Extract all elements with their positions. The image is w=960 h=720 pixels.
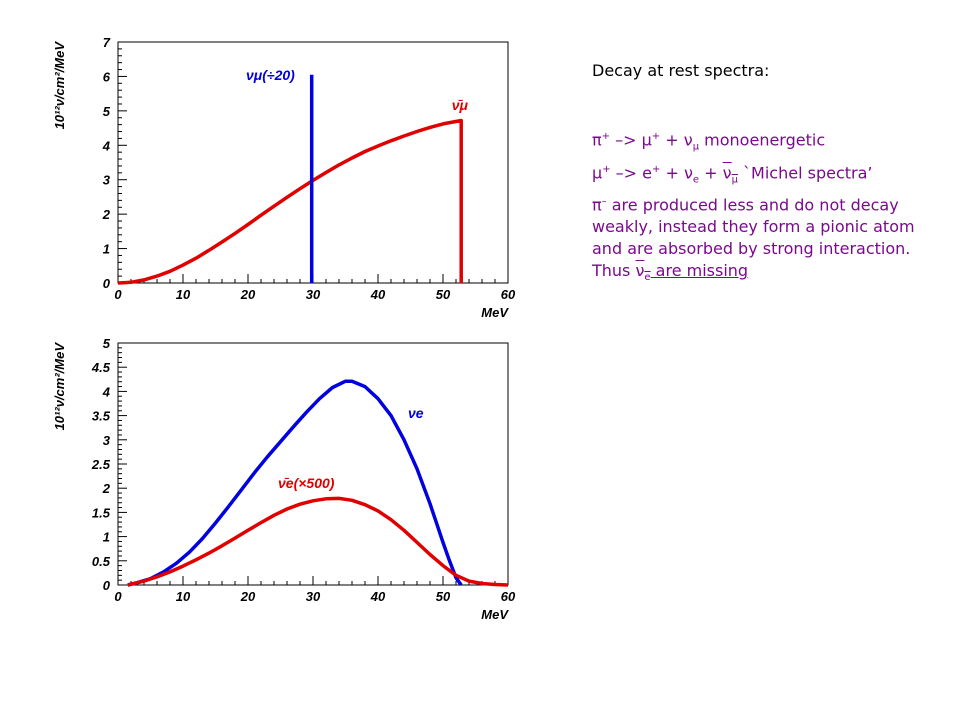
- pion-minus-text: are produced less and do not decay weakl…: [592, 195, 915, 259]
- muon-charge: +: [651, 131, 661, 142]
- x-tick-label: 50: [436, 287, 451, 302]
- pion-decay-line: π+ –> μ+ + νμ monoenergetic: [592, 126, 932, 159]
- y-tick-label: 0: [103, 276, 111, 291]
- y-tick-label: 5: [103, 336, 111, 351]
- series-label: ν̄e(×500): [278, 475, 335, 491]
- y-tick-label: 3: [103, 433, 111, 448]
- x-tick-label: 20: [240, 589, 256, 604]
- missing-line: Thus νe are missing: [592, 260, 932, 289]
- pion-minus-symbol: π: [592, 195, 602, 215]
- plot-frame: [117, 342, 509, 586]
- arrow-muon: –> μ: [610, 130, 652, 150]
- plus-sign: +: [699, 162, 723, 182]
- y-tick-label: 2.5: [91, 457, 111, 472]
- notes-body: π+ –> μ+ + νμ monoenergetic μ+ –> e+ + ν…: [592, 126, 932, 290]
- y-tick-label: 3: [103, 173, 111, 188]
- notes-title: Decay at rest spectra:: [592, 61, 770, 80]
- x-tick-label: 60: [501, 589, 516, 604]
- arrow-positron: –> e: [610, 162, 652, 182]
- pion-minus-charge: –: [601, 196, 607, 208]
- series-line: [117, 118, 463, 285]
- plus-nu-e: + ν: [660, 162, 693, 182]
- x-tick-label: 30: [306, 589, 321, 604]
- x-axis-title: MeV: [481, 305, 509, 320]
- y-tick-label: 1.5: [92, 505, 111, 520]
- positron-charge: +: [652, 163, 661, 175]
- y-tick-label: 1: [103, 530, 110, 545]
- nu-bar-symbol: ν: [722, 162, 732, 182]
- y-tick-label: 4.5: [91, 360, 111, 375]
- x-tick-label: 50: [436, 589, 451, 604]
- muon-decay-line: μ+ –> e+ + νe + νμ `Michel spectra’: [592, 159, 932, 192]
- muon-charge-2: +: [602, 163, 611, 175]
- top-chart: 0 10 20 30 40 50 60 0 1 2 3 4 5 6 7 MeV 10¹²ν/cm²/MeV ν̄μ…: [52, 35, 516, 320]
- pion-minus-line: π– are produced less and do not decay we…: [592, 191, 932, 260]
- y-tick-label: 0: [103, 578, 111, 593]
- series-line: [127, 496, 509, 587]
- series-label: νe: [408, 405, 424, 421]
- monoenergetic-text: monoenergetic: [699, 130, 826, 150]
- x-tick-label: 0: [114, 287, 122, 302]
- missing-text: are missing: [650, 261, 749, 281]
- x-tick-label: 20: [240, 287, 256, 302]
- y-axis-title: 10¹²ν/cm²/MeV: [52, 41, 67, 130]
- y-tick-label: 1: [103, 242, 110, 257]
- plus-nu: + ν: [660, 130, 693, 150]
- y-tick-label: 4: [102, 138, 111, 153]
- nu-bar-mu-sub: μ: [731, 174, 738, 186]
- y-tick-label: 2: [102, 207, 111, 222]
- series-label: νμ(÷20): [246, 67, 295, 83]
- nu-mu-sub: μ: [692, 141, 700, 153]
- y-tick-label: 5: [103, 104, 111, 119]
- y-tick-label: 2: [102, 481, 111, 496]
- series-label: ν̄μ: [452, 97, 469, 113]
- nu-e-bar-sub: e: [644, 272, 651, 284]
- bottom-chart: 0 10 20 30 40 50 60 0 0.5 1 1.5 2 2.5 3 3.5 4 4.5 5 MeV 10¹…: [52, 336, 516, 622]
- x-tick-label: 30: [306, 287, 321, 302]
- y-tick-label: 0.5: [92, 554, 111, 569]
- muon-symbol: μ: [592, 162, 603, 182]
- x-tick-label: 0: [114, 589, 122, 604]
- nu-e-sub: e: [692, 174, 700, 186]
- x-tick-label: 10: [176, 287, 191, 302]
- pion-charge: +: [601, 131, 611, 142]
- y-tick-label: 7: [103, 35, 111, 50]
- nu-e-bar-symbol: ν: [635, 261, 645, 281]
- x-tick-label: 40: [370, 589, 386, 604]
- michel-text: `Michel spectra’: [737, 162, 873, 182]
- x-tick-label: 60: [501, 287, 516, 302]
- pion-symbol: π: [592, 130, 602, 150]
- y-tick-label: 6: [103, 69, 111, 84]
- y-tick-label: 4: [102, 384, 111, 399]
- x-axis-title: MeV: [481, 607, 509, 622]
- notes-panel: Decay at rest spectra: π+ –> μ+ + νμ mon…: [592, 60, 932, 290]
- y-axis-title: 10¹²ν/cm²/MeV: [52, 342, 67, 431]
- x-tick-label: 10: [176, 589, 191, 604]
- y-tick-label: 3.5: [92, 409, 111, 424]
- series-line: [127, 379, 463, 587]
- thus-text: Thus: [592, 261, 636, 281]
- x-tick-label: 40: [370, 287, 386, 302]
